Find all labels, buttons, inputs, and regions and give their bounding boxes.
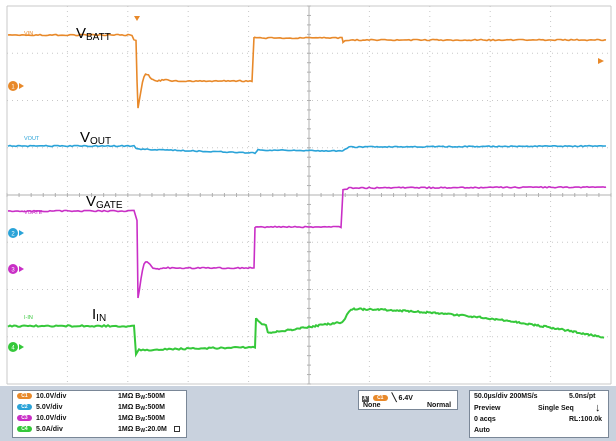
- channel-2-readout[interactable]: C2 5.0V/div: [17, 404, 62, 411]
- acquisition-state: Preview: [474, 405, 500, 412]
- trigger-slope-icon: ╲: [392, 393, 397, 402]
- channel-2-impedance: 1MΩ BW:500M: [118, 404, 165, 412]
- trace-label-vin: VIN: [24, 31, 33, 37]
- channel-4-impedance: 1MΩ BW:20.0M: [118, 426, 180, 434]
- arrow-down-icon[interactable]: ↓: [595, 402, 601, 414]
- record-length: RL:100.0k: [569, 416, 602, 423]
- trigger-source: C1: [373, 395, 388, 401]
- channel-1-impedance: 1MΩ BW:500M: [118, 393, 165, 401]
- channel-3-readout[interactable]: C3 10.0V/div: [17, 415, 66, 422]
- trigger-level: 6.4V: [399, 395, 413, 402]
- trace-label-vgate: VGATE: [24, 210, 43, 216]
- waveform-screen: VIN VOUT VGATE I-IN VBATT VOUT VGATE IIN…: [0, 0, 616, 386]
- channel-settings-box[interactable]: C1 10.0V/div 1MΩ BW:500M C2 5.0V/div 1MΩ B…: [12, 390, 187, 438]
- auto-mode: Auto: [474, 427, 490, 434]
- timebase-readout: 50.0µs/div 200MS/s: [474, 393, 538, 400]
- trigger-coupling: None: [363, 402, 381, 409]
- channel-4-readout[interactable]: C4 5.0A/div: [17, 426, 63, 433]
- sequence-mode[interactable]: Single Seq: [538, 405, 574, 412]
- acquisition-count: 0 acqs: [474, 416, 496, 423]
- trace-label-iin: I-IN: [24, 315, 33, 321]
- trigger-settings-box[interactable]: A' C1 ╲ 6.4V None Normal: [358, 390, 458, 410]
- channel-3-impedance: 1MΩ BW:500M: [118, 415, 165, 423]
- trigger-mode: Normal: [427, 402, 451, 409]
- channel-1-readout[interactable]: C1 10.0V/div: [17, 393, 66, 400]
- settings-icon[interactable]: [174, 426, 180, 432]
- acquisition-settings-box[interactable]: 50.0µs/div 200MS/s 5.0ns/pt Preview Sing…: [469, 390, 609, 438]
- trace-label-vout: VOUT: [24, 136, 40, 142]
- resolution-readout: 5.0ns/pt: [569, 393, 595, 400]
- readout-panel: C1 10.0V/div 1MΩ BW:500M C2 5.0V/div 1MΩ B…: [0, 386, 616, 441]
